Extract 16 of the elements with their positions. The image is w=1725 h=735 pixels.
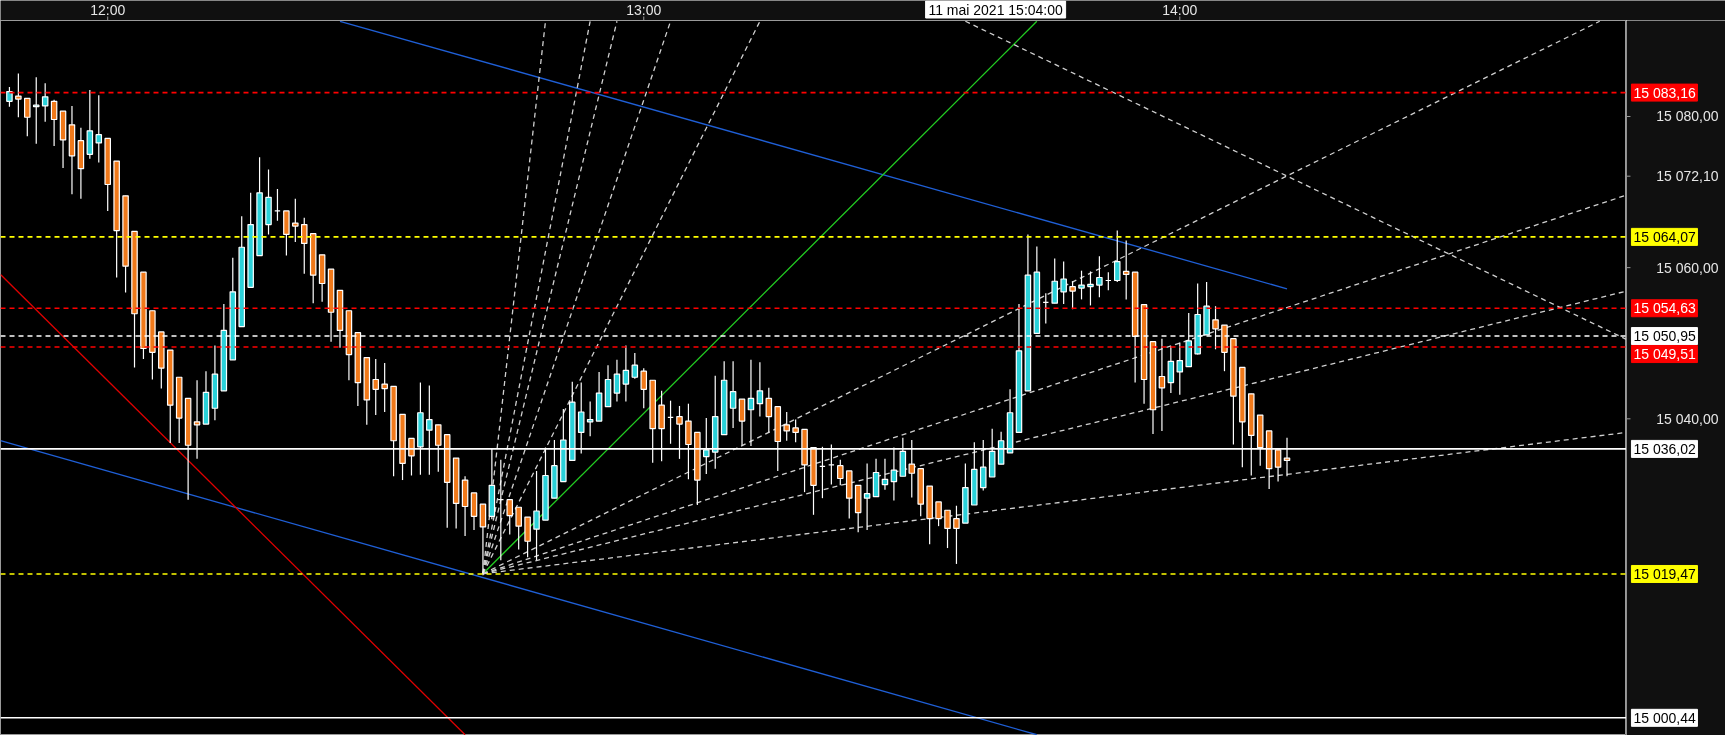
y-tick-label: 15 040,00	[1656, 410, 1719, 427]
ref-line-label: 15 049,51	[1633, 346, 1696, 363]
text: 11 mai 2021 15:04:00	[928, 1, 1064, 18]
ref-line-label: 15 019,47	[1633, 565, 1696, 582]
y-tick-label: 15 072,10	[1656, 168, 1719, 185]
y-tick-label: 15 080,00	[1656, 108, 1719, 125]
x-tick-label: 14:00	[1162, 1, 1198, 18]
ref-line-label: 15 054,63	[1633, 300, 1696, 317]
ref-line-label: 15 036,02	[1633, 440, 1696, 457]
ref-line-label: 15 000,44	[1633, 709, 1696, 726]
ref-line-label: 15 050,95	[1633, 328, 1696, 345]
x-tick-label: 12:00	[90, 1, 126, 18]
x-tick-label: 13:00	[626, 1, 662, 18]
ref-line-label: 15 083,16	[1633, 84, 1696, 101]
y-tick-label: 15 060,00	[1656, 259, 1719, 276]
ref-line-label: 15 064,07	[1633, 228, 1696, 245]
